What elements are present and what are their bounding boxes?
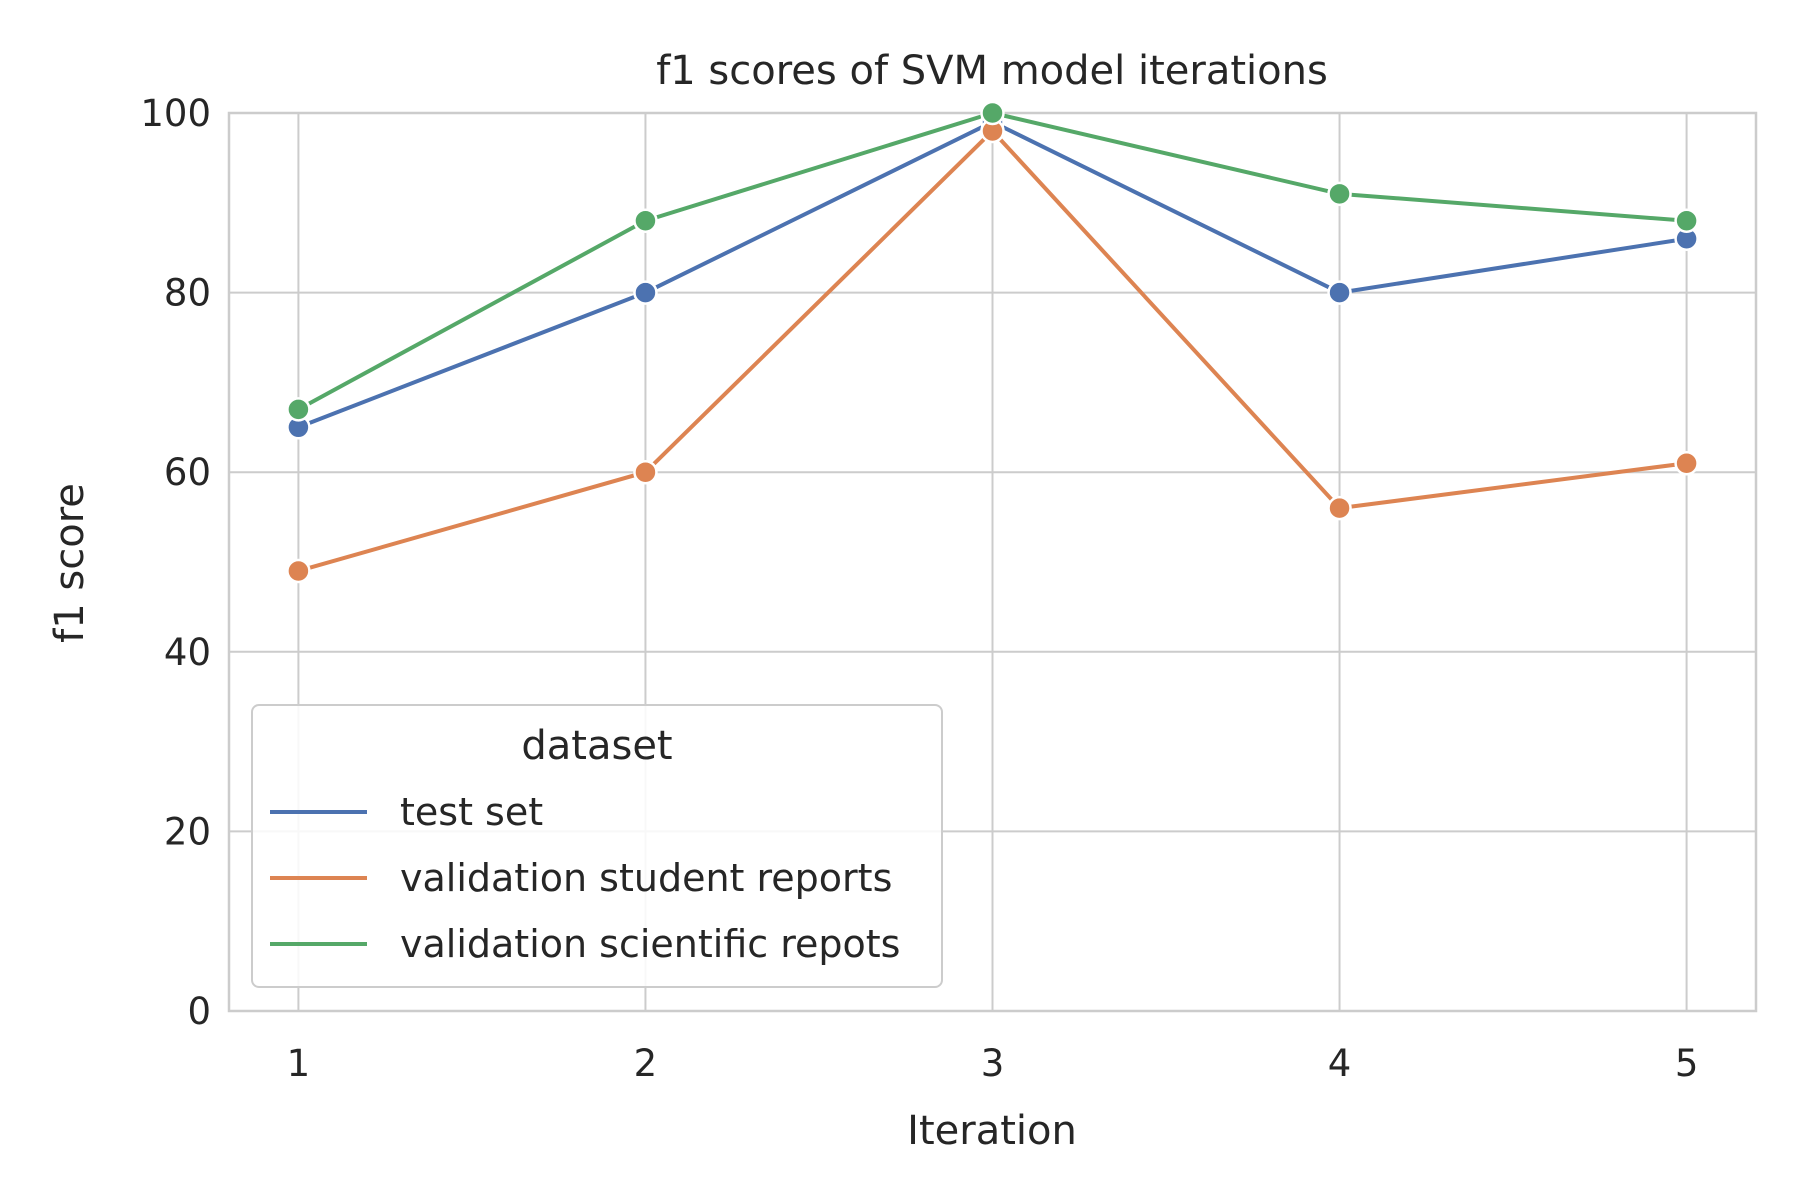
legend-label: validation student reports [400,856,892,900]
data-point [1674,208,1699,234]
y-tick-label: 40 [164,631,211,674]
x-axis-label: Iteration [907,1108,1077,1154]
x-tick-labels: 1 2 3 4 5 [287,1042,1699,1085]
data-point [286,397,311,422]
x-tick-label: 4 [1328,1042,1352,1085]
legend: dataset test set validation student repor… [251,704,943,988]
x-tick-label: 2 [634,1042,658,1085]
data-point [1327,280,1352,305]
x-tick-label: 1 [287,1042,311,1085]
x-tick-label: 5 [1675,1042,1699,1085]
y-tick-label: 0 [187,990,211,1033]
y-tick-label: 80 [164,272,211,315]
y-tick-label: 100 [140,92,211,135]
y-axis-label: f1 score [47,483,93,643]
data-point [633,208,658,234]
x-tick-label: 3 [981,1042,1005,1085]
data-point [286,558,311,584]
data-point [1674,450,1699,476]
data-point [980,100,1005,126]
data-point [633,459,658,485]
data-point [1327,495,1352,521]
data-point [1327,181,1352,207]
data-point [633,280,658,305]
legend-box [251,704,943,988]
legend-title: dataset [521,723,672,769]
y-tick-label: 20 [164,810,211,853]
chart-title: f1 scores of SVM model iterations [656,48,1328,94]
series-markers [286,100,1699,584]
y-tick-label: 60 [164,451,211,494]
legend-entries: test set validation student reports valida… [270,790,900,966]
legend-label: validation scientific repots [400,922,900,966]
legend-label: test set [400,790,543,834]
y-tick-labels: 0 20 40 60 80 100 [140,92,211,1033]
